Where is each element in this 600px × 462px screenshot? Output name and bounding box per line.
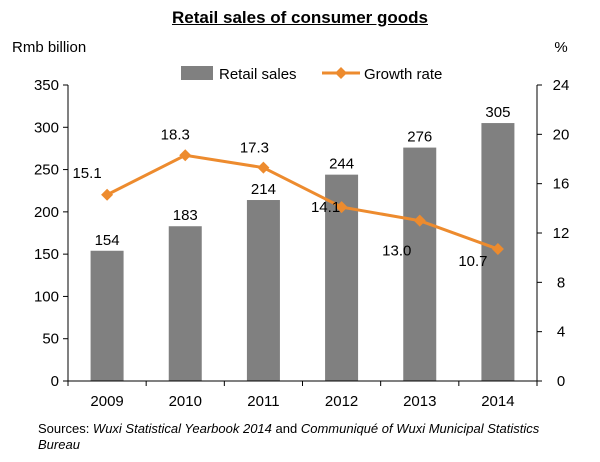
right-tick-label: 24	[553, 77, 570, 94]
growth-value-label: 10.7	[458, 253, 487, 270]
left-tick-label: 250	[34, 162, 59, 179]
bar-2010	[168, 226, 202, 381]
growth-marker-2012	[335, 201, 348, 214]
left-tick-label: 0	[51, 373, 59, 390]
source-prefix: Sources:	[38, 421, 93, 436]
right-tick-label: 12	[553, 225, 570, 242]
legend-marker-growth-rate	[335, 67, 347, 79]
source-connector: and	[271, 421, 301, 436]
x-tick-label: 2010	[169, 393, 202, 410]
growth-value-label: 13.0	[382, 243, 411, 260]
x-tick-label: 2014	[481, 393, 514, 410]
growth-value-label: 18.3	[161, 126, 190, 143]
growth-value-label: 17.3	[240, 140, 269, 157]
left-tick-label: 150	[34, 246, 59, 263]
source-yearbook: Wuxi Statistical Yearbook 2014	[92, 421, 272, 436]
bar-value-label: 305	[485, 104, 510, 121]
bar-value-label: 244	[329, 156, 354, 173]
right-tick-label: 20	[553, 126, 570, 143]
legend-swatch-retail-sales	[181, 66, 213, 80]
left-tick-label: 350	[34, 77, 59, 94]
right-tick-label: 8	[557, 274, 565, 291]
left-tick-label: 50	[42, 331, 59, 348]
legend-label-retail-sales: Retail sales	[219, 66, 297, 83]
growth-marker-2011	[257, 161, 270, 174]
right-tick-label: 0	[557, 373, 565, 390]
left-tick-label: 200	[34, 204, 59, 221]
right-tick-label: 16	[553, 176, 570, 193]
bar-value-label: 154	[95, 232, 120, 249]
growth-marker-2013	[413, 214, 426, 227]
left-axis-title: Rmb billion	[12, 39, 86, 56]
bar-2011	[246, 200, 280, 381]
growth-marker-2014	[491, 243, 504, 256]
source-note: Sources: Wuxi Statistical Yearbook 2014 …	[38, 421, 578, 453]
bar-2009	[90, 250, 124, 381]
bar-value-label: 276	[407, 129, 432, 146]
left-tick-label: 100	[34, 288, 59, 305]
growth-value-label: 14.1	[311, 199, 340, 216]
growth-marker-2010	[179, 149, 192, 162]
x-tick-label: 2009	[90, 393, 123, 410]
legend-label-growth-rate: Growth rate	[364, 66, 442, 83]
right-axis-title: %	[554, 39, 567, 56]
bar-value-label: 214	[251, 181, 276, 198]
bar-2013	[403, 147, 437, 381]
chart-title: Retail sales of consumer goods	[171, 8, 428, 27]
source-communique: Communiqué of Wuxi Municipal Statistics …	[38, 421, 540, 452]
growth-marker-2009	[101, 188, 114, 201]
bar-value-label: 183	[173, 207, 198, 224]
x-tick-label: 2013	[403, 393, 436, 410]
left-tick-label: 300	[34, 119, 59, 136]
growth-value-label: 15.1	[72, 165, 101, 182]
x-tick-label: 2012	[325, 393, 358, 410]
combo-chart: 0 50 100 150 200 250 300 350 0 4 8 12 16 20 24 2009 2010…	[12, 39, 570, 410]
right-tick-label: 4	[557, 324, 565, 341]
x-tick-label: 2011	[247, 393, 279, 410]
growth-rate-line	[106, 153, 499, 251]
